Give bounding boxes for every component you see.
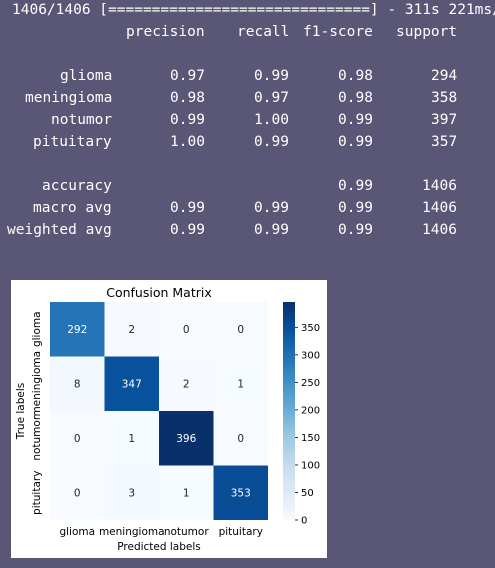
- report-cell-recall: 0.99: [254, 222, 289, 238]
- colorbar-tick-label: 200: [301, 405, 320, 416]
- report-row-label: notumor: [51, 112, 113, 128]
- report-header-support: support: [396, 24, 458, 40]
- report-cell-f1: 0.99: [338, 222, 373, 238]
- heatmap-cell: [50, 465, 105, 520]
- x-axis-label: Predicted labels: [117, 541, 201, 553]
- colorbar-tick-label: 350: [301, 323, 320, 334]
- report-header-f1: f1-score: [303, 24, 373, 40]
- heatmap-cell: [104, 302, 159, 357]
- report-header-recall: recall: [237, 24, 290, 40]
- colorbar-tick-label: 150: [301, 433, 320, 444]
- cell-value-label: 3: [128, 487, 135, 499]
- colorbar: [283, 302, 295, 520]
- confusion-matrix-plot: Confusion Matrix 292 2 0 0 8 347 2 1 0 1 396 0 0 3 1 353…: [11, 280, 327, 558]
- report-cell-support: 357: [431, 134, 458, 150]
- report-cell-recall: 1.00: [254, 112, 289, 128]
- cell-value-label: 2: [183, 378, 190, 390]
- report-row-label: glioma: [60, 68, 113, 84]
- heatmap-cell: [213, 302, 268, 357]
- heatmap-cell: [50, 302, 105, 357]
- report-cell-support: 1406: [422, 200, 457, 216]
- heatmap-cell: [104, 465, 159, 520]
- report-cell-support: 294: [431, 68, 458, 84]
- y-tick-label: meningioma: [31, 351, 43, 417]
- x-tick-label: pituitary: [219, 526, 263, 538]
- cell-value-label: 8: [74, 378, 81, 390]
- report-summary-label: macro avg: [33, 200, 112, 216]
- report-cell-precision: 0.97: [170, 68, 205, 84]
- report-cell-support: 1406: [422, 178, 457, 194]
- cell-value-label: 353: [231, 487, 251, 499]
- heatmap-cell: [159, 465, 214, 520]
- heatmap-cell: [159, 302, 214, 357]
- report-summary-label: weighted avg: [7, 222, 112, 238]
- report-cell-f1: 0.99: [338, 178, 373, 194]
- y-axis-label: True labels: [15, 383, 27, 441]
- y-tick-label: glioma: [31, 311, 43, 347]
- report-cell-precision: 0.99: [170, 200, 205, 216]
- report-cell-precision: 0.99: [170, 222, 205, 238]
- cell-value-label: 2: [128, 324, 135, 336]
- heatmap-cell: [104, 356, 159, 411]
- x-tick-label: notumor: [164, 526, 210, 538]
- report-cell-support: 397: [431, 112, 458, 128]
- report-cell-f1: 0.98: [338, 68, 373, 84]
- report-cell-f1: 0.99: [338, 112, 373, 128]
- colorbar-tick-label: 0: [301, 516, 307, 527]
- cell-value-label: 0: [183, 324, 190, 336]
- heatmap-cell: [159, 356, 214, 411]
- cell-value-label: 0: [74, 433, 81, 445]
- heatmap-cell: [159, 411, 214, 466]
- report-cell-support: 1406: [422, 222, 457, 238]
- report-summary-label: accuracy: [42, 178, 112, 194]
- report-cell-precision: 0.98: [170, 90, 205, 106]
- y-tick-label: pituitary: [31, 471, 43, 515]
- report-cell-precision: 0.99: [170, 112, 205, 128]
- cell-value-label: 0: [237, 433, 244, 445]
- colorbar-tick-label: 300: [301, 350, 320, 361]
- report-cell-support: 358: [431, 90, 458, 106]
- cell-value-label: 0: [237, 324, 244, 336]
- heatmap-cell: [104, 411, 159, 466]
- cell-value-label: 1: [128, 433, 135, 445]
- y-tick-label: notumor: [31, 415, 43, 461]
- cell-value-label: 1: [183, 487, 190, 499]
- report-cell-f1: 0.99: [338, 134, 373, 150]
- report-cell-f1: 0.98: [338, 90, 373, 106]
- report-cell-precision: 1.00: [170, 134, 205, 150]
- colorbar-tick-label: 100: [301, 460, 320, 471]
- cell-value-label: 396: [176, 433, 196, 445]
- report-cell-recall: 0.99: [254, 134, 289, 150]
- cell-value-label: 0: [74, 487, 81, 499]
- progress-line: 1406/1406 [=============================…: [12, 2, 495, 18]
- report-row-label: pituitary: [33, 134, 112, 150]
- x-tick-label: glioma: [59, 526, 95, 538]
- colorbar-tick-label: 250: [301, 378, 320, 389]
- heatmap-cell: [213, 356, 268, 411]
- x-tick-label: meningioma: [99, 526, 165, 538]
- cell-value-label: 292: [67, 324, 87, 336]
- heatmap-cell: [50, 356, 105, 411]
- cell-value-label: 1: [237, 378, 244, 390]
- report-cell-recall: 0.97: [254, 90, 289, 106]
- cell-value-label: 347: [122, 378, 142, 390]
- report-header-precision: precision: [126, 24, 205, 40]
- report-cell-f1: 0.99: [338, 200, 373, 216]
- report-row-label: meningioma: [25, 90, 113, 106]
- heatmap-cell: [213, 465, 268, 520]
- heatmap-cell: [50, 411, 105, 466]
- report-cell-recall: 0.99: [254, 68, 289, 84]
- colorbar-tick-label: 50: [301, 488, 314, 499]
- heatmap-cell: [213, 411, 268, 466]
- report-cell-recall: 0.99: [254, 200, 289, 216]
- chart-title: Confusion Matrix: [106, 285, 212, 300]
